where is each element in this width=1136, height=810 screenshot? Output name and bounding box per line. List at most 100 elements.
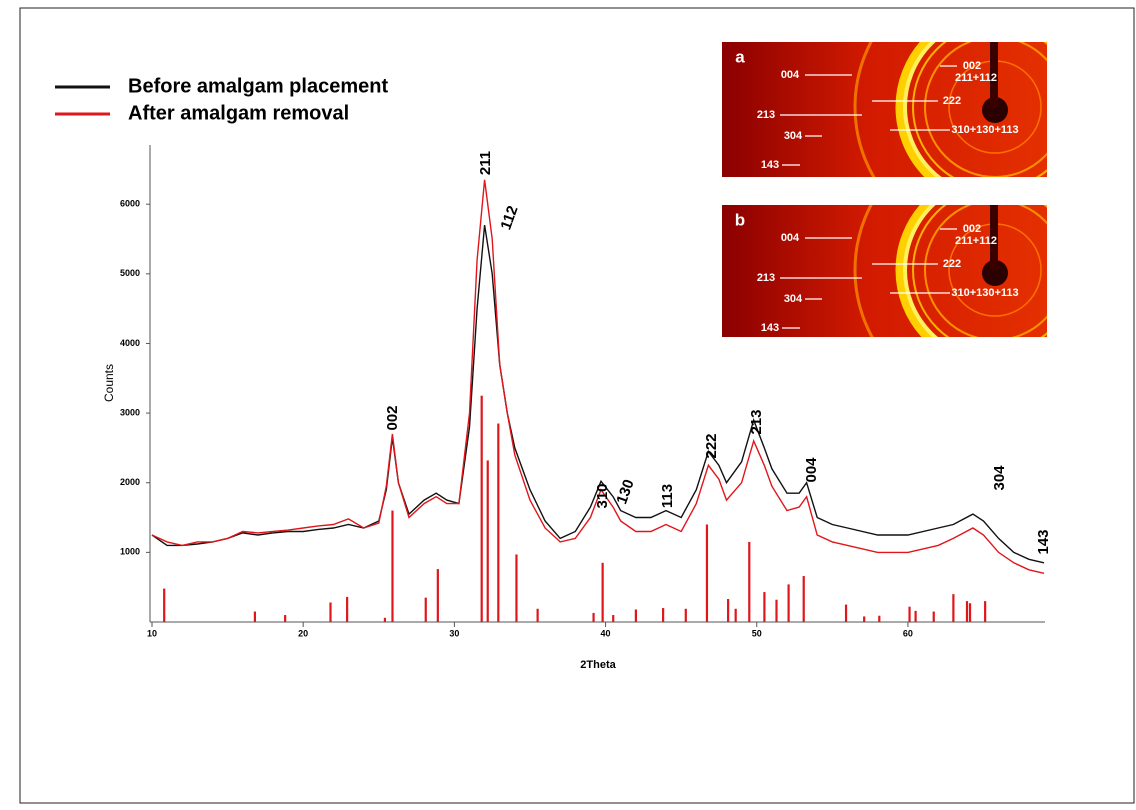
reference-peak [908,606,911,622]
inset-label: 304 [784,293,803,305]
ring [903,205,938,337]
reference-peak [787,584,790,622]
reference-peak [662,608,665,622]
ring [912,205,1047,337]
reference-peak [775,599,778,622]
peak-label: 002 [384,405,401,430]
peak-label: 143 [1035,529,1052,554]
reference-peak [486,460,489,622]
inset-label: 304 [784,130,803,142]
inset-label: 213 [757,272,775,284]
ring [903,42,942,177]
reference-peak [592,612,595,622]
inset-label: 143 [761,322,779,334]
y-tick-label: 5000 [120,268,140,278]
peak-label: 304 [991,465,1008,491]
ring [924,205,1047,337]
reference-peak [684,608,687,622]
peak-label: 310 [594,483,611,508]
reference-peak [163,588,166,622]
reference-peak [515,554,518,622]
x-tick-label: 40 [601,628,611,638]
reference-peak [436,569,439,622]
x-tick-label: 10 [147,628,157,638]
inset-label: 143 [761,159,779,171]
frame [19,7,1135,804]
reference-peak [536,608,539,622]
ring [912,42,1047,177]
reference-peak [497,423,500,622]
reference-peak [863,616,866,622]
inset-label: 004 [781,69,800,81]
reference-peak [727,599,730,622]
reference-peak [284,615,287,622]
x-axis-title: 2Theta [580,659,616,671]
inset-panel-label: b [735,210,745,229]
beam-stop-arm [990,42,998,107]
y-tick-label: 4000 [120,338,140,348]
reference-peak [391,510,394,622]
ring [853,42,876,177]
legend-label: Before amalgam placement [128,75,388,97]
inset-label: 002 [963,223,981,235]
inset-label: 222 [943,95,961,107]
inset-label: 211+112 [955,235,997,247]
ring [924,42,1047,177]
peak-label: 222 [703,433,720,458]
inset-rings [853,205,1047,337]
reference-peak [914,610,917,622]
beam-stop [982,97,1008,123]
reference-peak [601,562,604,622]
reference-peak [612,615,615,622]
inset-label: 002 [963,60,981,72]
reference-peak [480,395,483,622]
y-tick-label: 6000 [120,199,140,209]
reference-peak [952,594,955,622]
y-tick-label: 1000 [120,547,140,557]
x-tick-label: 50 [752,628,762,638]
inset-label: 004 [781,232,800,244]
peak-label: 113 [659,484,676,508]
reference-peak [734,608,737,622]
series-line [151,179,1045,574]
peak-label: 112 [497,204,521,233]
reference-peak [748,541,751,622]
series-line [151,224,1045,564]
y-tick-label: 3000 [120,407,140,417]
reference-peak [932,611,935,622]
reference-peak [634,609,637,622]
beam-stop [982,260,1008,286]
inset-label: 310+130+113 [951,124,1018,136]
reference-peak [705,524,709,622]
reference-peak [844,604,848,622]
reference-peak [253,611,257,622]
inset-panel-label: a [735,47,745,66]
reference-peak [968,603,972,622]
reference-peak [383,617,387,622]
x-tick-label: 60 [903,628,913,638]
inset-rings [853,42,1047,177]
reference-peak [984,601,987,622]
reference-peak [878,615,881,622]
peak-label: 004 [803,457,820,483]
reference-peak [965,601,969,622]
x-tick-label: 30 [449,628,459,638]
reference-peak [763,592,766,622]
inset-label: 213 [757,109,775,121]
reference-peak [802,576,805,622]
ring [895,205,935,337]
reference-peak [346,596,349,622]
reference-peak [424,597,427,622]
peak-label: 213 [748,409,765,434]
peak-label: 211 [477,151,494,175]
y-tick-label: 2000 [120,477,140,487]
x-tick-label: 20 [298,628,308,638]
ring [853,205,874,337]
beam-stop-arm [990,205,998,270]
ring [895,42,938,177]
reference-peak [329,602,332,622]
inset-label: 310+130+113 [951,287,1018,299]
peak-label: 130 [613,477,638,506]
